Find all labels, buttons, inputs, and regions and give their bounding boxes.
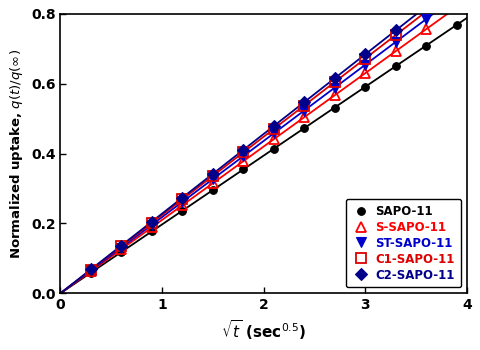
- C1-SAPO-11: [240, 150, 246, 155]
- C2-SAPO-11: [180, 196, 185, 200]
- C2-SAPO-11: [210, 172, 216, 176]
- S-SAPO-11: [210, 181, 216, 186]
- S-SAPO-11: [180, 203, 185, 208]
- C1-SAPO-11: [393, 33, 398, 37]
- S-SAPO-11: [332, 93, 337, 97]
- S-SAPO-11: [271, 137, 276, 141]
- C1-SAPO-11: [210, 174, 216, 178]
- SAPO-11: [180, 209, 185, 213]
- C1-SAPO-11: [180, 197, 185, 202]
- C1-SAPO-11: [119, 244, 124, 248]
- C1-SAPO-11: [362, 56, 368, 61]
- C2-SAPO-11: [240, 148, 246, 152]
- SAPO-11: [423, 43, 429, 48]
- ST-SAPO-11: [393, 40, 398, 44]
- C1-SAPO-11: [301, 103, 307, 107]
- C2-SAPO-11: [301, 100, 307, 104]
- S-SAPO-11: [423, 27, 429, 31]
- SAPO-11: [301, 126, 307, 130]
- SAPO-11: [393, 64, 398, 68]
- Line: C2-SAPO-11: C2-SAPO-11: [87, 26, 400, 274]
- ST-SAPO-11: [362, 63, 368, 67]
- ST-SAPO-11: [301, 108, 307, 113]
- S-SAPO-11: [301, 115, 307, 119]
- Y-axis label: Normalized uptake, $q(t)/q(\infty)$: Normalized uptake, $q(t)/q(\infty)$: [8, 49, 25, 259]
- C1-SAPO-11: [332, 80, 337, 84]
- ST-SAPO-11: [149, 223, 155, 227]
- ST-SAPO-11: [271, 131, 276, 135]
- C2-SAPO-11: [119, 244, 124, 248]
- S-SAPO-11: [240, 159, 246, 163]
- Line: S-SAPO-11: S-SAPO-11: [86, 25, 431, 276]
- SAPO-11: [149, 229, 155, 233]
- S-SAPO-11: [88, 269, 94, 273]
- C2-SAPO-11: [88, 267, 94, 272]
- S-SAPO-11: [393, 49, 398, 53]
- Line: SAPO-11: SAPO-11: [87, 21, 460, 276]
- ST-SAPO-11: [119, 246, 124, 250]
- ST-SAPO-11: [332, 86, 337, 90]
- Line: C1-SAPO-11: C1-SAPO-11: [86, 30, 400, 274]
- S-SAPO-11: [362, 71, 368, 75]
- C2-SAPO-11: [362, 52, 368, 56]
- C2-SAPO-11: [271, 124, 276, 128]
- SAPO-11: [362, 85, 368, 89]
- C1-SAPO-11: [88, 268, 94, 272]
- SAPO-11: [88, 271, 94, 275]
- SAPO-11: [119, 250, 124, 254]
- SAPO-11: [240, 167, 246, 172]
- SAPO-11: [332, 105, 337, 110]
- C2-SAPO-11: [149, 219, 155, 224]
- SAPO-11: [454, 23, 459, 27]
- ST-SAPO-11: [88, 268, 94, 273]
- ST-SAPO-11: [180, 200, 185, 204]
- SAPO-11: [271, 147, 276, 151]
- Line: ST-SAPO-11: ST-SAPO-11: [86, 15, 431, 275]
- Legend: SAPO-11, S-SAPO-11, ST-SAPO-11, C1-SAPO-11, C2-SAPO-11: SAPO-11, S-SAPO-11, ST-SAPO-11, C1-SAPO-…: [346, 199, 461, 287]
- S-SAPO-11: [149, 225, 155, 229]
- ST-SAPO-11: [240, 154, 246, 158]
- C2-SAPO-11: [332, 76, 337, 80]
- C1-SAPO-11: [149, 221, 155, 225]
- SAPO-11: [210, 188, 216, 192]
- ST-SAPO-11: [423, 17, 429, 21]
- S-SAPO-11: [119, 247, 124, 251]
- X-axis label: $\sqrt{t}$ (sec$^{0.5}$): $\sqrt{t}$ (sec$^{0.5}$): [221, 318, 306, 342]
- ST-SAPO-11: [210, 177, 216, 181]
- C2-SAPO-11: [393, 28, 398, 33]
- C1-SAPO-11: [271, 127, 276, 131]
